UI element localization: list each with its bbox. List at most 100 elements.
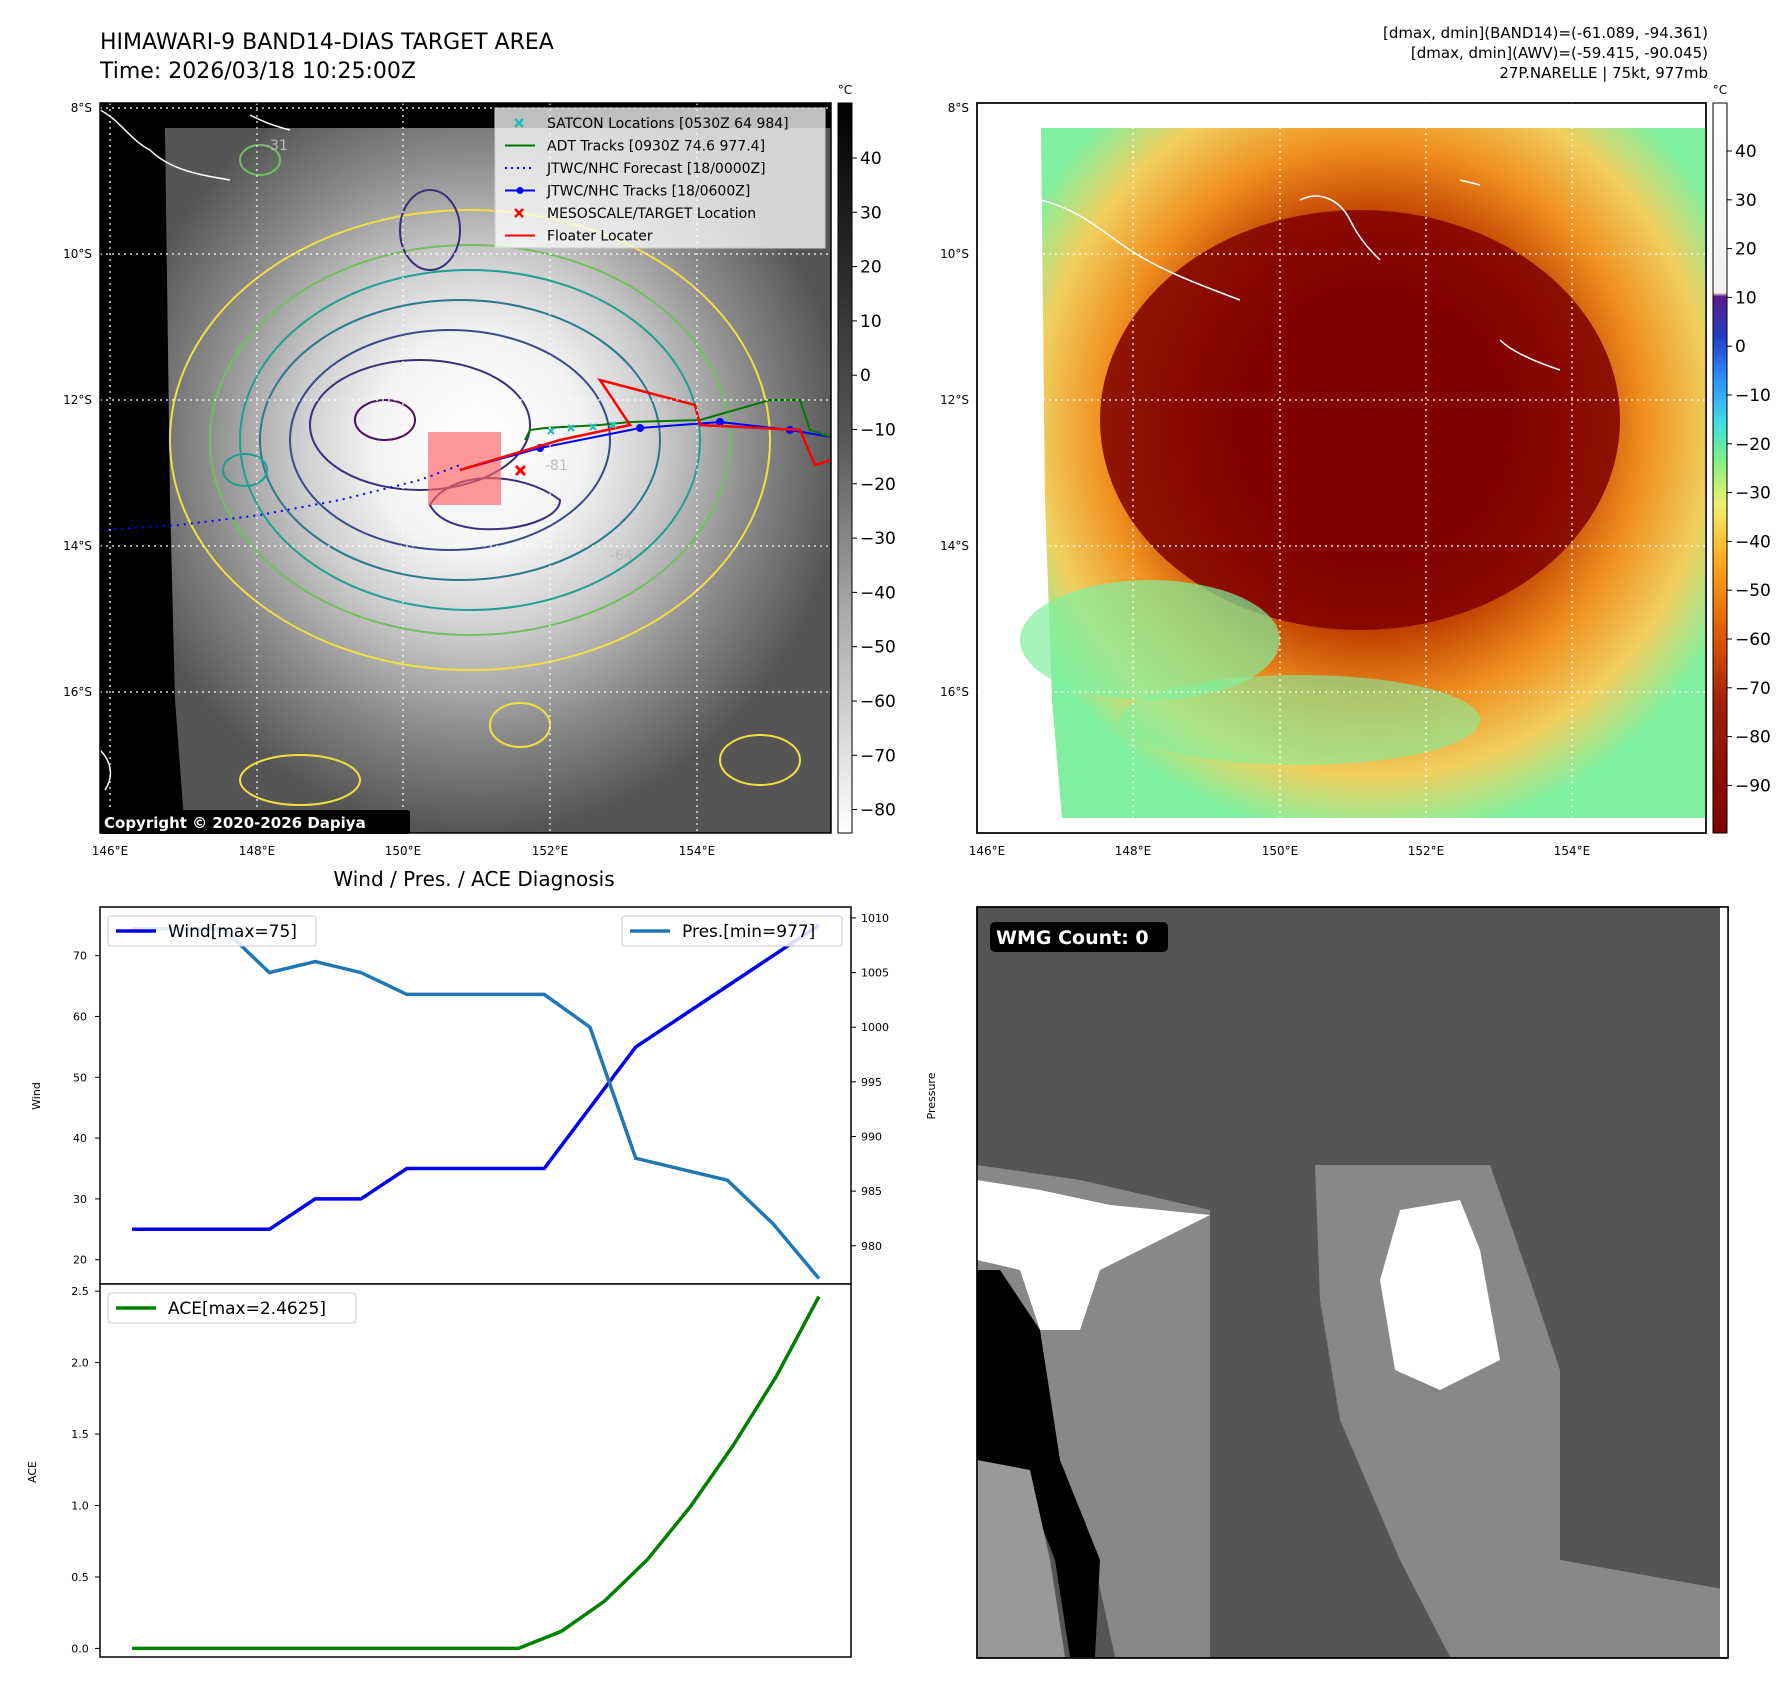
legend-label: ADT Tracks [0930Z 74.6 977.4]: [547, 139, 765, 155]
lon-label: 152°E: [1408, 844, 1445, 858]
y-tick-label: 0.0: [71, 1642, 89, 1655]
y-right-tick-label: 1010: [861, 912, 889, 925]
wmg-count-text: WMG Count: 0: [996, 927, 1149, 949]
colorbar-tick-label: −60: [860, 692, 896, 712]
chart-legend-label: Pres.[min=977]: [682, 922, 815, 942]
colorbar-tick-label: −10: [860, 421, 896, 441]
ace-axis-label: ACE: [26, 1461, 39, 1483]
y-right-tick-label: 1000: [861, 1021, 889, 1034]
chart-legend-box: [621, 915, 843, 947]
ir-colorbar-unit: °C: [838, 83, 852, 97]
copyright-text: Copyright © 2020-2026 Dapiya: [104, 814, 366, 832]
colorbar-tick-label: 40: [860, 149, 882, 169]
wmg-gray-region-2: [977, 1460, 1065, 1657]
ir-coastlines: [99, 109, 291, 791]
adt-track: [524, 399, 832, 441]
chart-legend-label: Wind[max=75]: [168, 922, 297, 942]
lat-label: 16°S: [63, 685, 92, 699]
lon-label: 152°E: [532, 844, 569, 858]
lat-label: 14°S: [940, 539, 969, 553]
colorbar-tick-label: 30: [1735, 191, 1757, 211]
legend-label: JTWC/NHC Forecast [18/0000Z]: [546, 161, 766, 177]
colorbar-tick-label: −80: [860, 801, 896, 821]
contour-label-1: -31: [265, 138, 288, 154]
colorbar-tick-label: 30: [860, 203, 882, 223]
jtwc-best-track: [459, 420, 832, 471]
colorbar-tick-label: −80: [1735, 728, 1771, 748]
series-line-1: [132, 927, 821, 1280]
lon-label: 148°E: [1115, 844, 1152, 858]
colorbar-tick-label: −10: [1735, 386, 1771, 406]
lon-label: 150°E: [385, 844, 422, 858]
wind-axis-label: Wind: [30, 1082, 43, 1110]
colorbar-tick-label: −30: [860, 529, 896, 549]
y-right-tick-label: 985: [861, 1185, 882, 1198]
wind-pressure-axes: [99, 906, 852, 1285]
y-tick-label: 70: [73, 950, 87, 963]
y-right-tick-label: 1005: [861, 967, 889, 980]
wmg-panel: WMG Count: 0: [976, 906, 1729, 1659]
colorbar-tick-label: −30: [1735, 484, 1771, 504]
colorbar-tick-label: −20: [1735, 435, 1771, 455]
series-line-0: [132, 923, 820, 1232]
colorbar-tick-label: 0: [1735, 337, 1746, 357]
legend-marker-dot: [516, 187, 524, 194]
colorbar-tick-label: −70: [860, 746, 896, 766]
ir-map-panel: -31 -64 -81 Copyright © 2020-2026 Dapiya…: [99, 102, 832, 834]
colorbar-tick-label: −50: [860, 638, 896, 658]
y-tick-label: 2.5: [71, 1285, 89, 1298]
colorbar-tick-label: −50: [1735, 581, 1771, 601]
mesoscale-target-location: [514, 464, 527, 477]
y-tick-label: 40: [73, 1132, 87, 1145]
diagnosis-title: Wind / Pres. / ACE Diagnosis: [333, 867, 614, 891]
wmg-count-badge: [990, 922, 1168, 952]
chart-legend-box: [107, 1292, 357, 1324]
info-storm: 27P.NARELLE | 75kt, 977mb: [1499, 64, 1708, 82]
lon-label: 148°E: [239, 844, 276, 858]
awv-dry-area-1: [1020, 580, 1280, 700]
lat-label: 14°S: [63, 539, 92, 553]
awv-colorbar-ticks: 40 30 20 10 0 −10 −20 −30 −40 −50 −60 −70 −80 −90: [1727, 142, 1771, 796]
colorbar-tick-label: 10: [1735, 288, 1757, 308]
lon-label: 154°E: [1554, 844, 1591, 858]
info-band14: [dmax, dmin](BAND14)=(-61.089, -94.361): [1383, 24, 1708, 42]
ir-colorbar: [837, 102, 853, 834]
awv-gridlines: [977, 103, 1706, 833]
floater-locater-track: [459, 377, 832, 472]
wind-pressure-chart: 20 30 40 50 60 70 980 985 990 995 1000 1005 1010 Wind…: [73, 912, 889, 1280]
y-tick-label: 1.5: [71, 1428, 89, 1441]
y-tick-label: 0.5: [71, 1571, 89, 1584]
y-tick-label: 60: [73, 1010, 87, 1023]
colorbar-tick-label: 10: [860, 312, 882, 332]
colorbar-tick-label: 20: [860, 258, 882, 278]
wmg-black-region: [977, 1270, 1100, 1657]
pressure-axis-label: Pressure: [925, 1072, 938, 1119]
ir-colorbar-ticks: 40 30 20 10 0 −10 −20 −30 −40 −50 −60 −70 −80: [852, 149, 896, 821]
colorbar-tick-label: −60: [1735, 630, 1771, 650]
ir-map-legend: SATCON Locations [0530Z 64 984] ADT Track…: [494, 107, 826, 249]
wmg-white-region-2: [1380, 1200, 1500, 1390]
lat-label: 8°S: [948, 101, 969, 115]
awv-lat-labels: 8°S 10°S 12°S 14°S 16°S: [940, 101, 969, 699]
legend-marker: [514, 118, 524, 128]
awv-colorbar: [1712, 102, 1728, 834]
lon-label: 154°E: [679, 844, 716, 858]
colorbar-tick-label: −90: [1735, 776, 1771, 796]
awv-map-panel: [976, 102, 1707, 834]
ace-axes: [99, 1283, 852, 1658]
legend-label: SATCON Locations [0530Z 64 984]: [547, 116, 789, 132]
lon-label: 150°E: [1262, 844, 1299, 858]
y-tick-label: 2.0: [71, 1357, 89, 1370]
info-awv: [dmax, dmin](AWV)=(-59.415, -90.045): [1411, 44, 1708, 62]
series-line-0: [132, 1295, 821, 1651]
ir-lon-labels: 146°E 148°E 150°E 152°E 154°E: [92, 844, 716, 858]
legend-label: Floater Locater: [547, 229, 653, 245]
y-right-tick-label: 995: [861, 1076, 882, 1089]
awv-core: [1100, 210, 1620, 630]
lat-label: 12°S: [940, 393, 969, 407]
colorbar-tick-label: 20: [1735, 240, 1757, 260]
lat-label: 8°S: [71, 101, 92, 115]
ir-lat-labels: 8°S 10°S 12°S 14°S 16°S: [63, 101, 92, 699]
lon-label: 146°E: [92, 844, 129, 858]
chart-legend-label: ACE[max=2.4625]: [168, 1299, 326, 1319]
